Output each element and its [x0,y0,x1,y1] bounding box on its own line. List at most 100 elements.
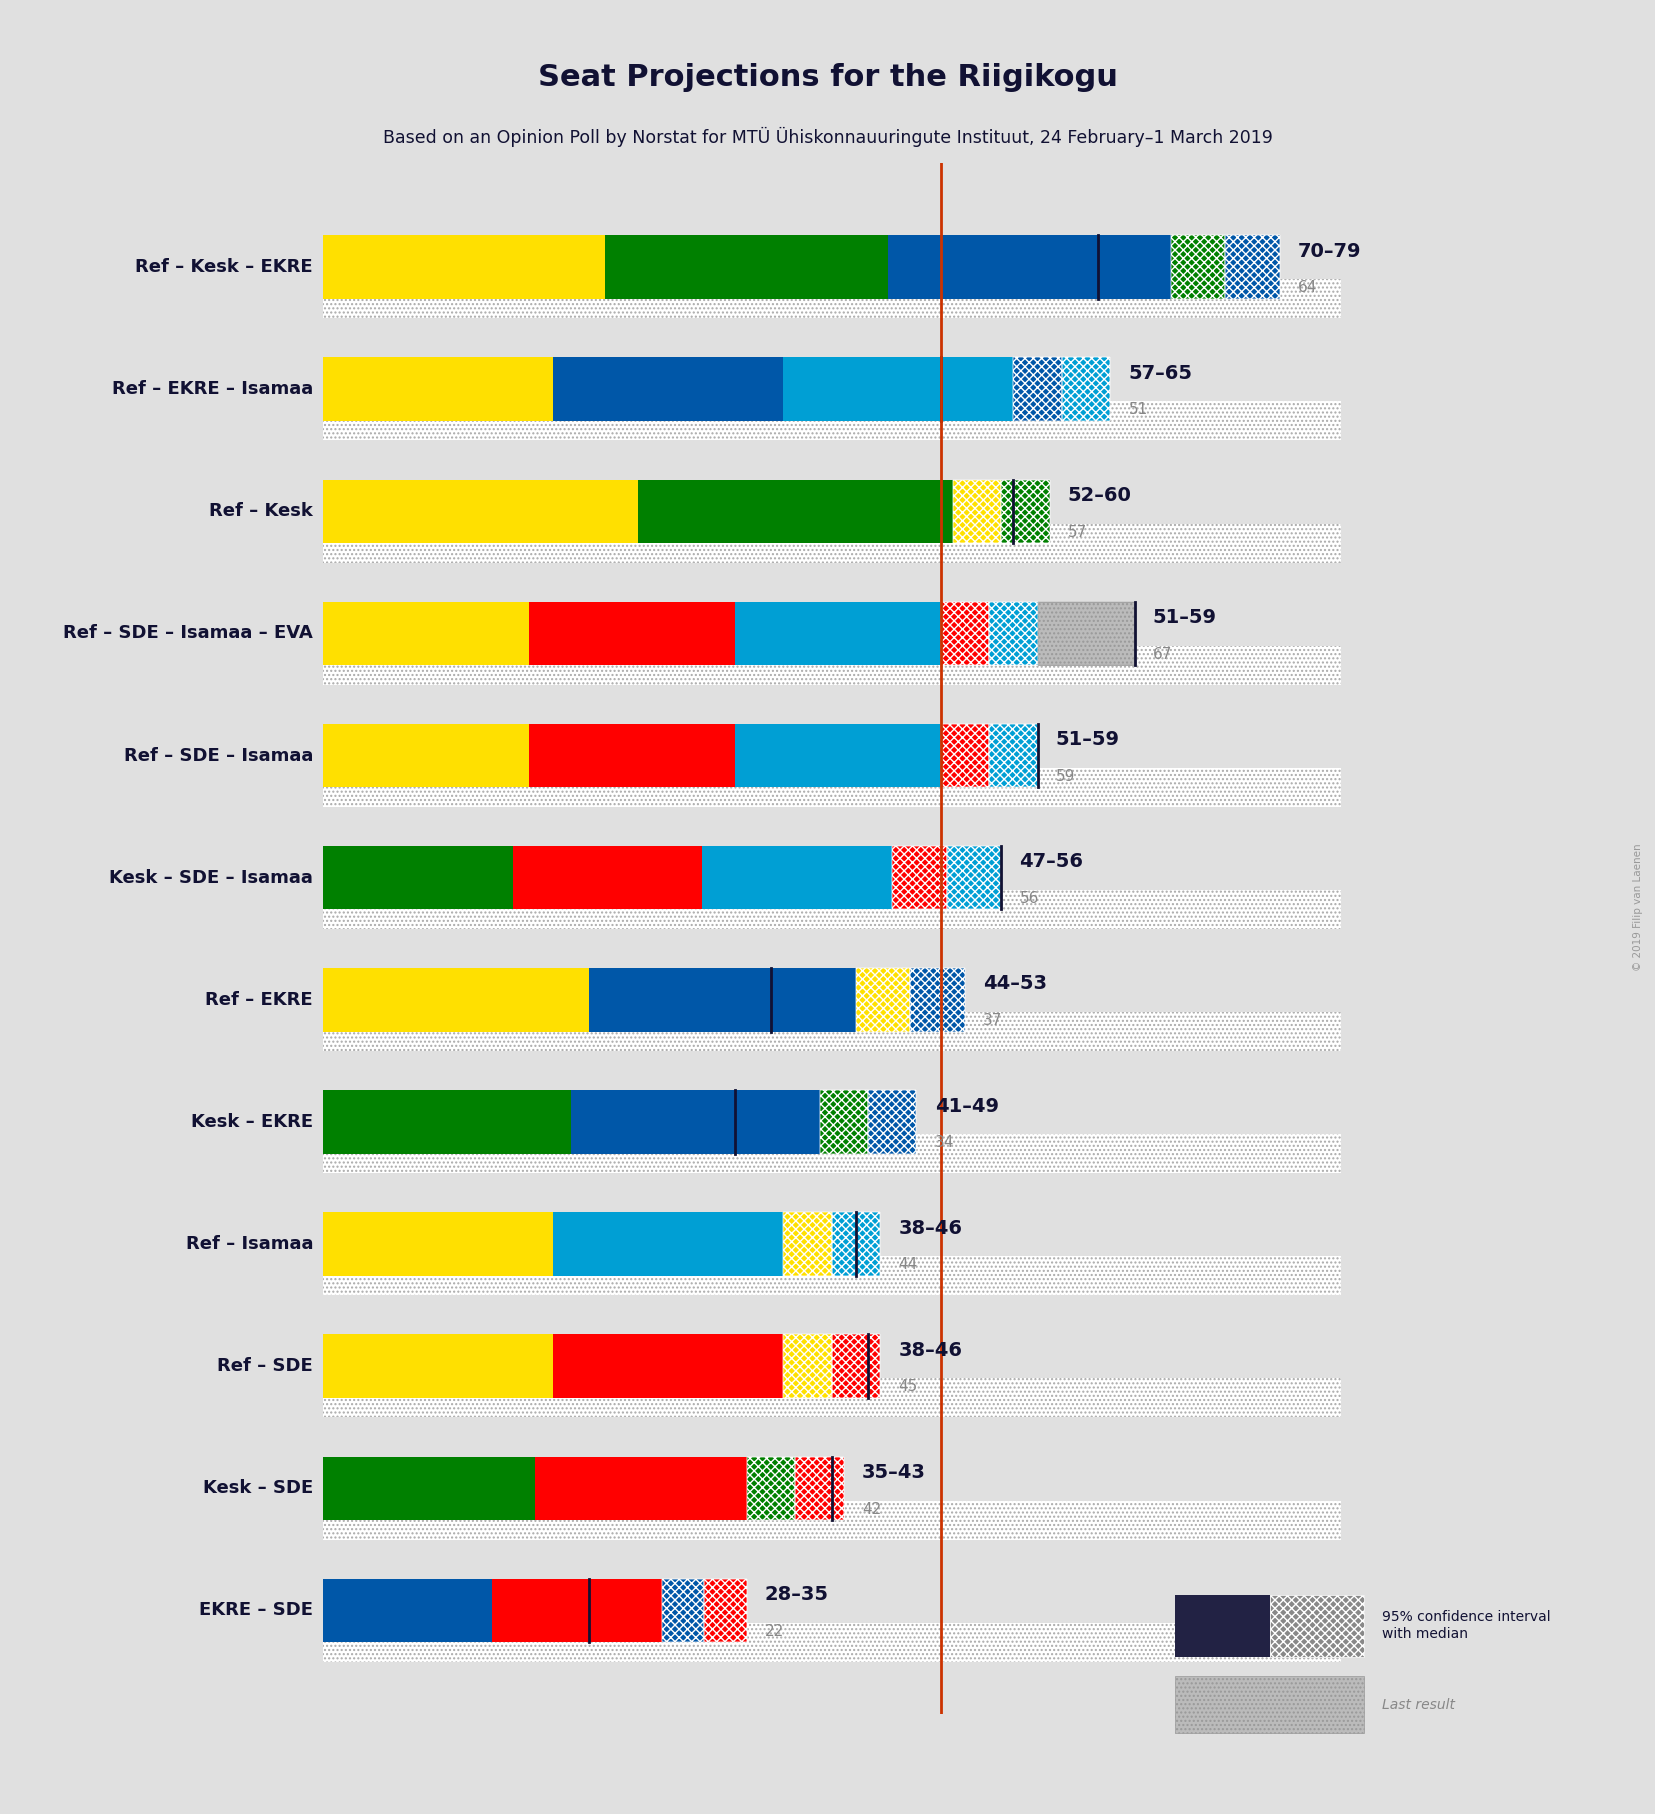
Bar [1225,236,1279,299]
Bar [783,1212,832,1275]
Bar [323,891,1341,929]
Bar [1013,357,1063,421]
Text: 57: 57 [1067,524,1087,539]
Bar [940,724,990,787]
Bar [947,845,1001,909]
Text: Ref – Isamaa: Ref – Isamaa [185,1235,313,1253]
Bar [832,1212,880,1275]
Bar [735,724,940,787]
Text: Ref – Kesk – EKRE: Ref – Kesk – EKRE [136,258,313,276]
Bar [856,969,910,1032]
Text: 35–43: 35–43 [862,1462,925,1482]
Bar [606,236,889,299]
Bar [990,602,1038,666]
Bar [323,969,589,1032]
Text: 51: 51 [1129,403,1149,417]
Bar [1175,1595,1269,1656]
Bar [323,524,1341,562]
Bar [867,1090,917,1154]
Bar [990,724,1038,787]
Bar [819,1090,867,1154]
Text: Ref – SDE: Ref – SDE [217,1357,313,1375]
Text: 59: 59 [1056,769,1076,784]
Bar [323,1012,1341,1050]
Bar [832,1212,880,1275]
Bar [735,602,940,666]
Bar [940,602,990,666]
Bar [819,1090,867,1154]
Text: 38–46: 38–46 [899,1341,962,1360]
Bar [1063,357,1111,421]
Bar [705,1578,746,1642]
Bar [1172,236,1225,299]
Bar [553,357,783,421]
Bar [323,1212,553,1275]
Text: Seat Projections for the Riigikogu: Seat Projections for the Riigikogu [538,63,1117,93]
Text: Kesk – EKRE: Kesk – EKRE [190,1114,313,1130]
Bar [323,646,1341,684]
Text: 52–60: 52–60 [1067,486,1132,504]
Bar [702,845,892,909]
Bar [892,845,947,909]
Text: Ref – SDE – Isamaa: Ref – SDE – Isamaa [124,747,313,764]
Bar [953,479,1001,542]
Bar [783,1335,832,1399]
Bar [990,602,1038,666]
Bar [796,1457,844,1520]
Bar [493,1578,662,1642]
Text: Ref – SDE – Isamaa – EVA: Ref – SDE – Isamaa – EVA [63,624,313,642]
Bar [662,1578,705,1642]
Bar [323,1012,1341,1050]
Bar [323,1257,1341,1295]
Bar [705,1578,746,1642]
Bar [1175,1676,1364,1734]
Text: 34: 34 [935,1136,953,1150]
Bar [323,1335,553,1399]
Bar [940,724,990,787]
Text: Kesk – SDE: Kesk – SDE [204,1478,313,1497]
Bar [323,401,1341,441]
Text: 42: 42 [862,1502,880,1517]
Text: 47–56: 47–56 [1019,853,1084,871]
Bar [553,1212,783,1275]
Text: 70–79: 70–79 [1298,241,1362,261]
Bar [323,1379,1341,1417]
Text: Kesk – SDE – Isamaa: Kesk – SDE – Isamaa [109,869,313,887]
Text: 56: 56 [1019,891,1039,905]
Text: Ref – EKRE – Isamaa: Ref – EKRE – Isamaa [113,381,313,399]
Text: 51–59: 51–59 [1056,731,1120,749]
Bar [323,1257,1341,1295]
Bar [513,845,702,909]
Text: 44–53: 44–53 [983,974,1048,994]
Bar [589,969,856,1032]
Bar [553,1335,783,1399]
Bar [323,1379,1341,1417]
Text: 22: 22 [765,1624,784,1638]
Bar [1038,602,1135,666]
Bar [832,1335,880,1399]
Bar [990,724,1038,787]
Bar [323,891,1341,929]
Bar [323,767,1341,807]
Bar [940,602,990,666]
Bar [323,236,606,299]
Bar [323,724,528,787]
Bar [746,1457,796,1520]
Bar [323,1134,1341,1174]
Bar [1269,1595,1364,1656]
Text: © 2019 Filip van Laenen: © 2019 Filip van Laenen [1633,844,1643,970]
Bar [528,724,735,787]
Bar [528,602,735,666]
Bar [323,1090,571,1154]
Bar [910,969,965,1032]
Text: 45: 45 [899,1379,917,1395]
Text: Based on an Opinion Poll by Norstat for MTÜ Ühiskonnauuringute Instituut, 24 Feb: Based on an Opinion Poll by Norstat for … [382,127,1273,147]
Bar [867,1090,917,1154]
Bar [1225,236,1279,299]
Text: Ref – Kesk: Ref – Kesk [209,502,313,521]
Bar [1038,602,1135,666]
Bar [323,1134,1341,1174]
Bar [1001,479,1049,542]
Bar [323,767,1341,807]
Bar [323,1500,1341,1540]
